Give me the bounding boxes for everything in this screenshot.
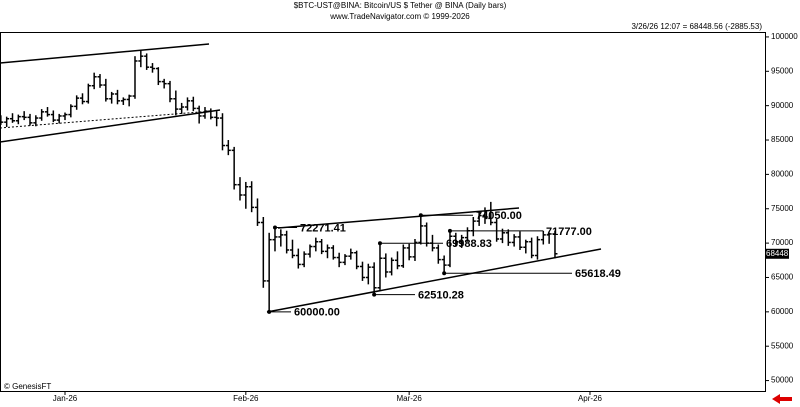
x-tick-label: Feb-26 bbox=[233, 394, 259, 403]
annotation-label: 65618.49 bbox=[575, 268, 621, 280]
x-tick-label: Jan-26 bbox=[53, 394, 78, 403]
last-price-box bbox=[765, 248, 789, 259]
trend-line bbox=[277, 207, 520, 229]
y-tick-label: 95000 bbox=[771, 66, 794, 75]
trend-line bbox=[0, 109, 221, 143]
annotation-label: 71777.00 bbox=[546, 226, 592, 238]
annotation-label: 72271.41 bbox=[300, 222, 346, 234]
trend-lines bbox=[0, 43, 602, 313]
annotation-dot bbox=[377, 241, 382, 246]
trend-line bbox=[266, 248, 602, 313]
y-tick-label: 50000 bbox=[771, 376, 794, 385]
x-tick-label: Apr-26 bbox=[578, 394, 603, 403]
chart-subtitle: www.TradeNavigator.com © 1999-2026 bbox=[329, 12, 470, 21]
annotation-dot bbox=[442, 271, 447, 276]
y-tick-label: 60000 bbox=[771, 307, 794, 316]
y-tick-label: 85000 bbox=[771, 135, 794, 144]
annotation-dot bbox=[372, 292, 377, 297]
last-price-label: 68448 bbox=[766, 249, 789, 258]
x-tick-label: Mar-26 bbox=[396, 394, 422, 403]
trend-line bbox=[0, 43, 210, 64]
credit: © GenesisFT bbox=[4, 382, 51, 391]
chart-title: $BTC-UST@BINA: Bitcoin/US $ Tether @ BIN… bbox=[294, 1, 507, 10]
annotation-label: 74050.00 bbox=[476, 210, 522, 222]
y-tick-label: 55000 bbox=[771, 341, 794, 350]
y-tick-label: 100000 bbox=[771, 32, 798, 41]
annotation-dot bbox=[418, 213, 423, 218]
y-tick-label: 65000 bbox=[771, 273, 794, 282]
scroll-arrow[interactable] bbox=[772, 394, 792, 404]
y-tick-label: 70000 bbox=[771, 238, 794, 247]
annotation-dot bbox=[272, 225, 277, 230]
annotation-label: 60000.00 bbox=[294, 307, 340, 319]
annotation-label: 62510.28 bbox=[418, 289, 464, 301]
y-tick-label: 75000 bbox=[771, 204, 794, 213]
annotation-dot bbox=[267, 309, 272, 314]
dotted-line bbox=[0, 110, 213, 129]
plot-frame bbox=[0, 32, 766, 392]
annotation-label: 69988.83 bbox=[446, 238, 492, 250]
y-tick-label: 80000 bbox=[771, 169, 794, 178]
annotation-dot bbox=[447, 228, 452, 233]
quote: 3/26/26 12:07 = 68448.56 (-2885.53) bbox=[631, 22, 762, 31]
y-tick-label: 90000 bbox=[771, 101, 794, 110]
